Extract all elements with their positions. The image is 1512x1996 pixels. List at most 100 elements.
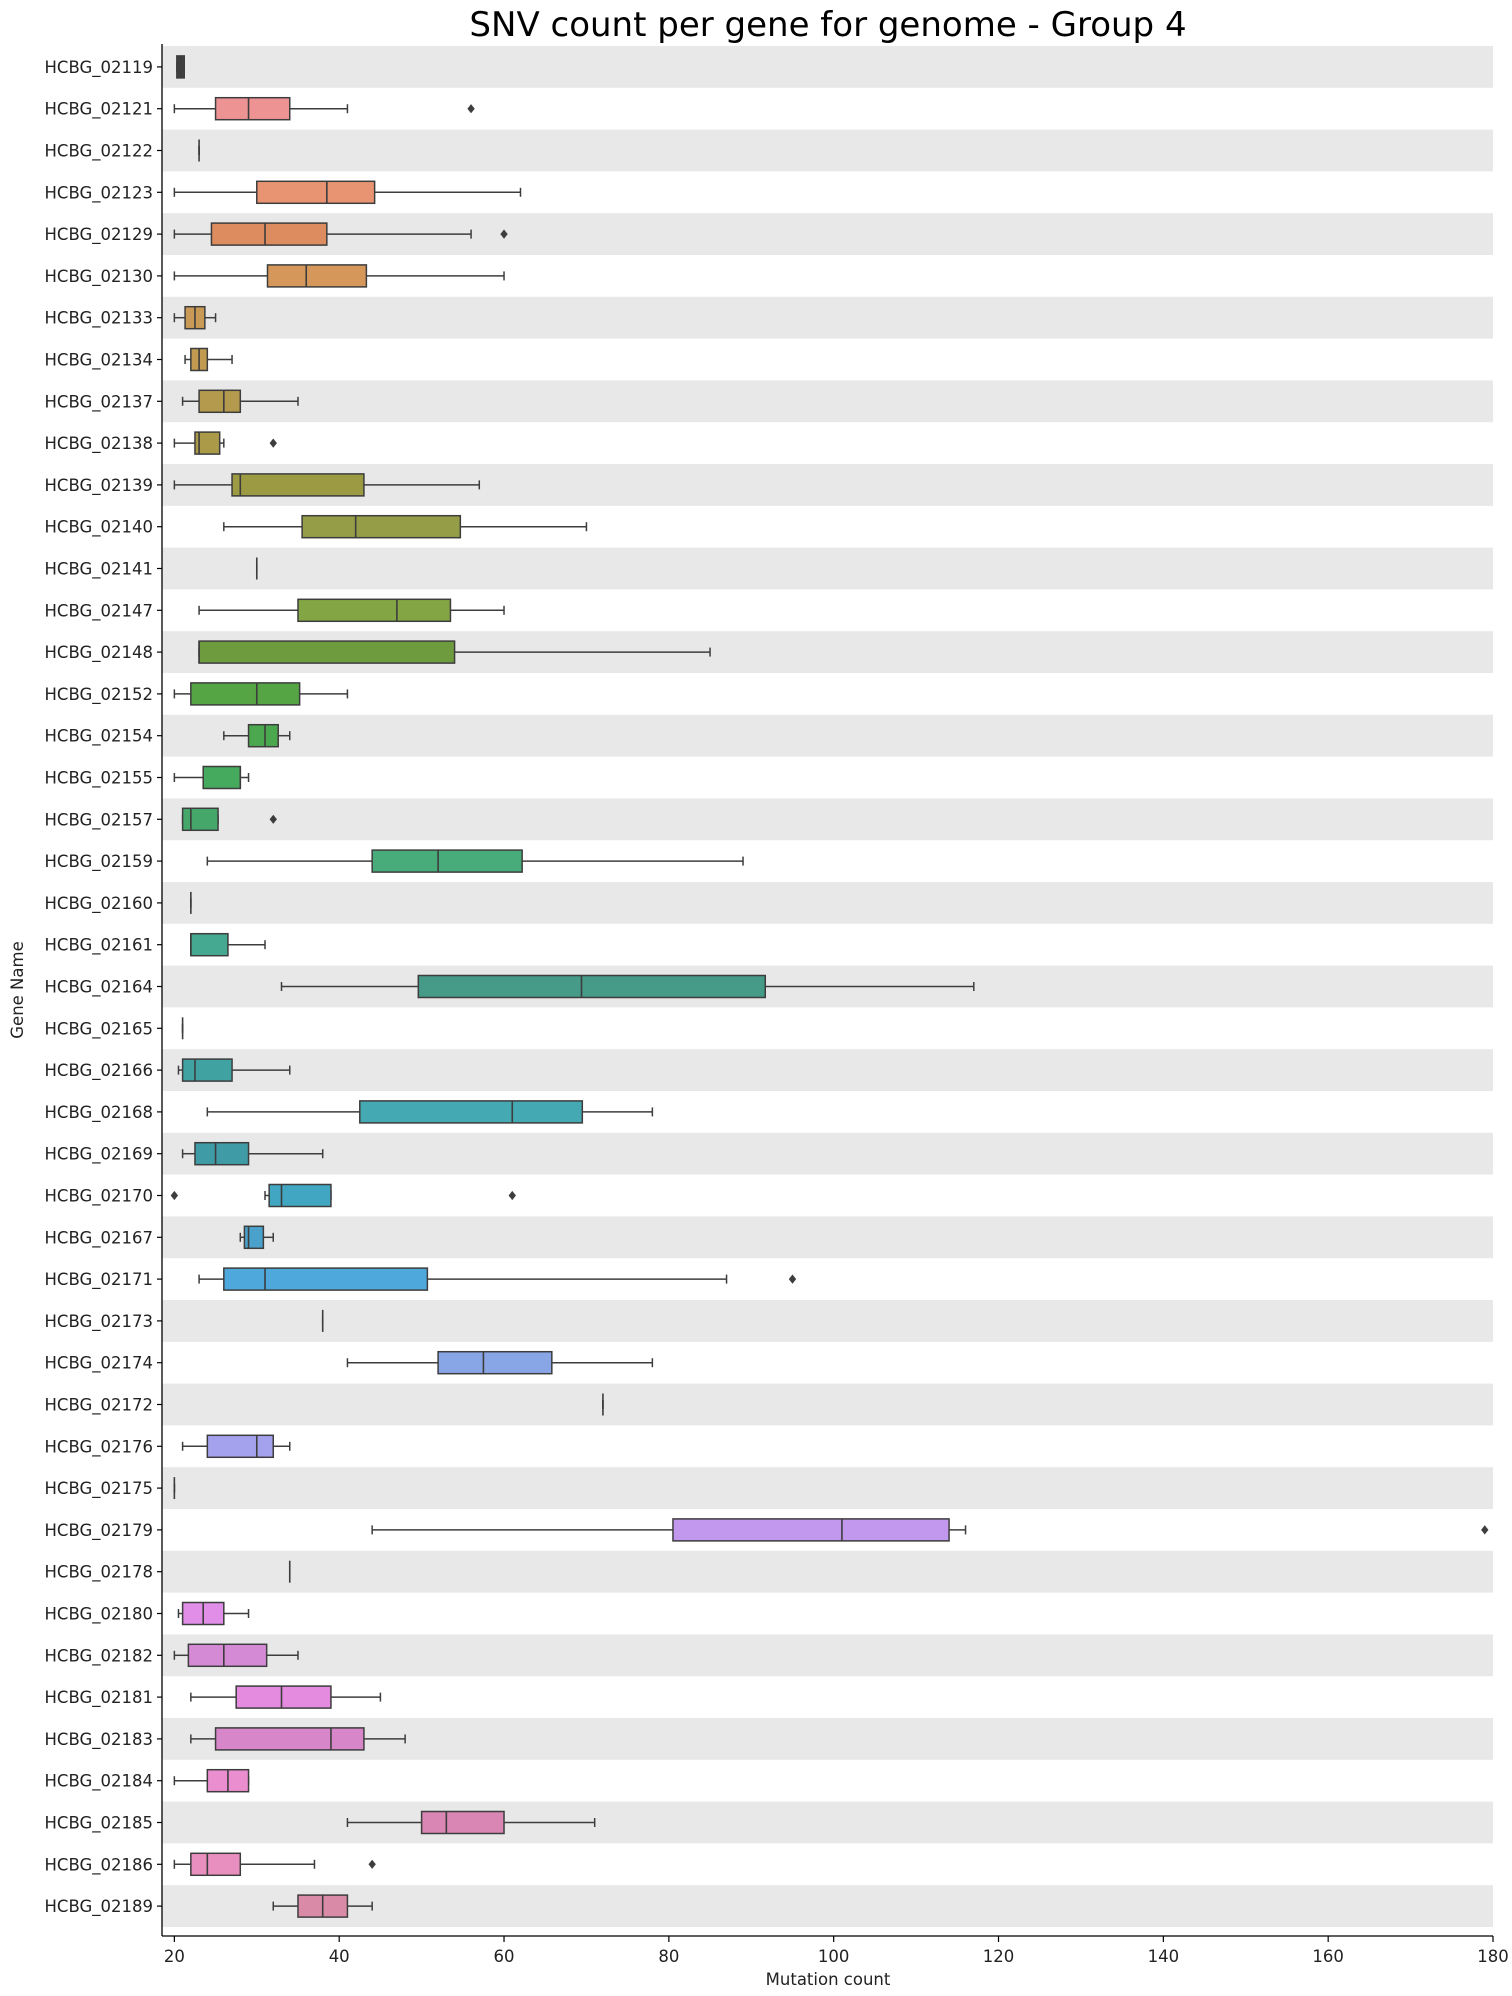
iqr-box — [194, 431, 221, 455]
y-tick-label: HCBG_02147 — [45, 601, 153, 621]
iqr-box — [359, 1100, 584, 1124]
y-tick-label: HCBG_02157 — [45, 810, 153, 830]
iqr-box — [190, 932, 229, 957]
outlier-point — [1481, 1525, 1489, 1535]
box-hcbg-02181 — [190, 1685, 382, 1709]
iqr-box — [190, 682, 301, 706]
row-band — [162, 1550, 1493, 1593]
y-tick-label: HCBG_02165 — [45, 1019, 153, 1039]
x-tick-label: 120 — [983, 1947, 1015, 1966]
box-hcbg-02168 — [206, 1100, 654, 1124]
outlier-point — [508, 1190, 516, 1201]
y-tick-label: HCBG_02186 — [45, 1855, 153, 1875]
y-tick-label: HCBG_02176 — [45, 1437, 153, 1457]
box-hcbg-02170 — [170, 1183, 516, 1208]
row-band — [162, 1885, 1493, 1927]
outlier-point — [788, 1274, 797, 1284]
y-tick-label: HCBG_02179 — [45, 1521, 153, 1541]
box-hcbg-02180 — [177, 1601, 250, 1626]
row-band — [162, 1300, 1493, 1342]
row-band — [162, 1383, 1493, 1426]
y-tick-label: HCBG_02129 — [45, 225, 153, 245]
iqr-box — [256, 180, 376, 205]
y-tick-label: HCBG_02166 — [45, 1061, 153, 1081]
y-tick-label: HCBG_02181 — [45, 1688, 153, 1708]
box-hcbg-02130 — [173, 264, 505, 288]
row-band — [162, 129, 1493, 172]
row-band — [162, 1216, 1493, 1259]
y-tick-label: HCBG_02121 — [45, 100, 153, 120]
box-hcbg-02171 — [198, 1267, 797, 1291]
iqr-box — [301, 514, 462, 539]
iqr-box — [243, 1225, 265, 1250]
box-hcbg-02119 — [176, 55, 186, 79]
iqr-box — [672, 1518, 950, 1542]
y-tick-label: HCBG_02174 — [45, 1354, 153, 1374]
iqr-box — [417, 974, 767, 999]
outlier-point — [170, 1190, 179, 1201]
y-tick-label: HCBG_02130 — [45, 267, 153, 287]
y-tick-label: HCBG_02175 — [45, 1479, 153, 1499]
iqr-box — [223, 1267, 429, 1291]
iqr-box — [194, 1141, 250, 1166]
y-tick-label: HCBG_02184 — [45, 1772, 153, 1792]
iqr-box — [190, 1852, 242, 1877]
box-hcbg-02174 — [346, 1350, 654, 1375]
x-tick-label: 40 — [329, 1947, 350, 1966]
row-band — [162, 380, 1493, 423]
y-tick-label: HCBG_02160 — [45, 894, 153, 914]
row-band — [162, 1467, 1493, 1509]
category-bands — [162, 46, 1493, 1927]
iqr-box — [206, 1434, 275, 1459]
outlier-point — [368, 1859, 376, 1869]
y-tick-label: HCBG_02138 — [45, 434, 153, 454]
row-band — [162, 547, 1493, 590]
box-hcbg-02179 — [371, 1518, 1489, 1542]
box-hcbg-02129 — [173, 222, 508, 246]
box-hcbg-02137 — [181, 389, 299, 414]
x-tick-label: 140 — [1148, 1947, 1180, 1966]
y-tick-label: HCBG_02119 — [45, 58, 153, 78]
iqr-box — [268, 1183, 332, 1208]
y-tick-label: HCBG_02123 — [45, 183, 153, 203]
y-tick-label: HCBG_02164 — [45, 978, 153, 998]
box-hcbg-02166 — [177, 1058, 291, 1082]
box-hcbg-02159 — [206, 849, 744, 873]
y-tick-label: HCBG_02178 — [45, 1563, 153, 1583]
y-tick-label: HCBG_02133 — [45, 309, 153, 329]
box-hcbg-02133 — [173, 305, 217, 330]
y-tick-label: HCBG_02185 — [45, 1814, 153, 1834]
box-hcbg-02134 — [184, 347, 233, 372]
y-tick-label: HCBG_02173 — [45, 1312, 153, 1332]
row-band — [162, 1132, 1493, 1175]
box-hcbg-02161 — [190, 932, 266, 957]
y-tick-label: HCBG_02154 — [45, 727, 153, 747]
box-hcbg-02121 — [173, 96, 475, 121]
iqr-box — [247, 723, 279, 748]
x-tick-label: 80 — [658, 1947, 679, 1966]
y-tick-label: HCBG_02137 — [45, 392, 153, 412]
y-tick-label: HCBG_02161 — [45, 936, 153, 956]
outlier-point — [269, 814, 277, 824]
iqr-box — [198, 389, 242, 414]
box-hcbg-02123 — [173, 180, 522, 205]
iqr-box — [181, 1058, 233, 1082]
box-hcbg-02185 — [346, 1810, 596, 1835]
y-tick-label: HCBG_02141 — [45, 560, 153, 580]
y-tick-label: HCBG_02152 — [45, 685, 153, 705]
x-axis-ticks: 20 40 60 80 100 120 140 160 180 — [164, 1936, 1509, 1966]
iqr-box — [231, 473, 365, 497]
iqr-box — [214, 1727, 365, 1751]
row-band — [162, 714, 1493, 757]
iqr-box — [198, 640, 456, 664]
y-axis-label: Gene Name — [8, 941, 27, 1038]
box-hcbg-02140 — [223, 514, 588, 539]
y-tick-label: HCBG_02140 — [45, 518, 153, 538]
box-hcbg-02167 — [239, 1225, 275, 1250]
y-tick-label: HCBG_02169 — [45, 1145, 153, 1165]
box-hcbg-02157 — [181, 807, 277, 832]
y-tick-label: HCBG_02167 — [45, 1228, 153, 1248]
y-tick-label: HCBG_02170 — [45, 1187, 153, 1207]
y-axis-ticks: HCBG_02119 HCBG_02121 HCBG_02122 HCBG_02123… — [45, 58, 162, 1917]
